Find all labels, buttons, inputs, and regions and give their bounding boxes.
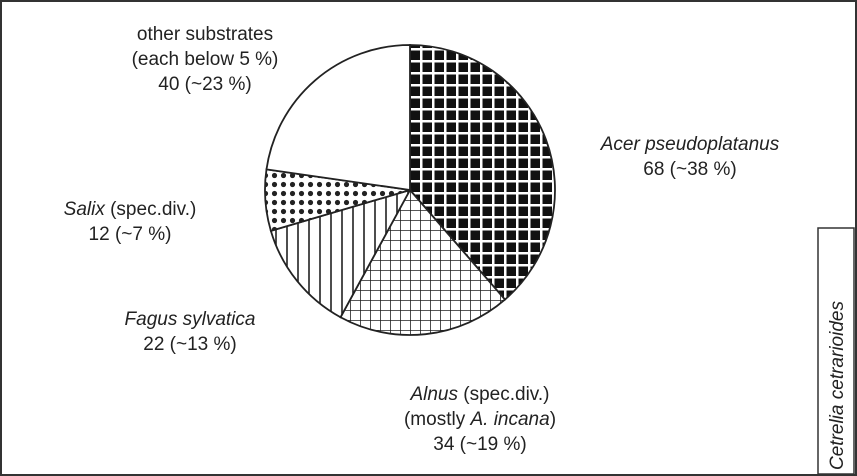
- slice: [409, 44, 556, 301]
- value-label: 68 (~38 %): [643, 159, 736, 180]
- slice: [269, 188, 412, 319]
- value-label: 22 (~13 %): [143, 334, 236, 355]
- label-run: Alnus: [409, 384, 458, 405]
- value-label: 12 (~7 %): [89, 224, 172, 245]
- slice: [265, 44, 411, 192]
- slice-label: Fagus sylvatica 22 (~13 %): [125, 309, 256, 355]
- pie: [264, 44, 556, 336]
- value-label: 34 (~19 %): [433, 434, 526, 455]
- label-run: Acer pseudoplatanus: [600, 134, 780, 155]
- slice-label: Alnus (spec.div.) (mostly A. incana) 34 (~…: [404, 384, 556, 455]
- label-run: (spec.div.): [105, 199, 197, 220]
- slice-label: Salix (spec.div.) 12 (~7 %): [64, 199, 197, 245]
- side-box: [817, 227, 855, 475]
- value-label: 40 (~23 %): [158, 74, 251, 95]
- label-run: (each below 5 %): [132, 49, 279, 70]
- label-run: other substrates: [137, 24, 273, 45]
- label-run: (spec.div.): [458, 384, 550, 405]
- side-label: Cetrelia cetrarioides: [827, 301, 848, 470]
- label-run: (mostly: [404, 409, 471, 430]
- label-run: ): [550, 409, 556, 430]
- labels: Acer pseudoplatanus 68 (~38 %) Alnus (spec…: [64, 24, 780, 455]
- slice: [339, 188, 507, 336]
- slice-label: other substrates (each below 5 %) 40 (~23 …: [132, 24, 279, 95]
- label-run: Salix: [64, 199, 107, 220]
- slice-label: Acer pseudoplatanus 68 (~38 %): [600, 134, 780, 180]
- label-run: Fagus sylvatica: [125, 309, 256, 330]
- label-run: A. incana: [469, 409, 549, 430]
